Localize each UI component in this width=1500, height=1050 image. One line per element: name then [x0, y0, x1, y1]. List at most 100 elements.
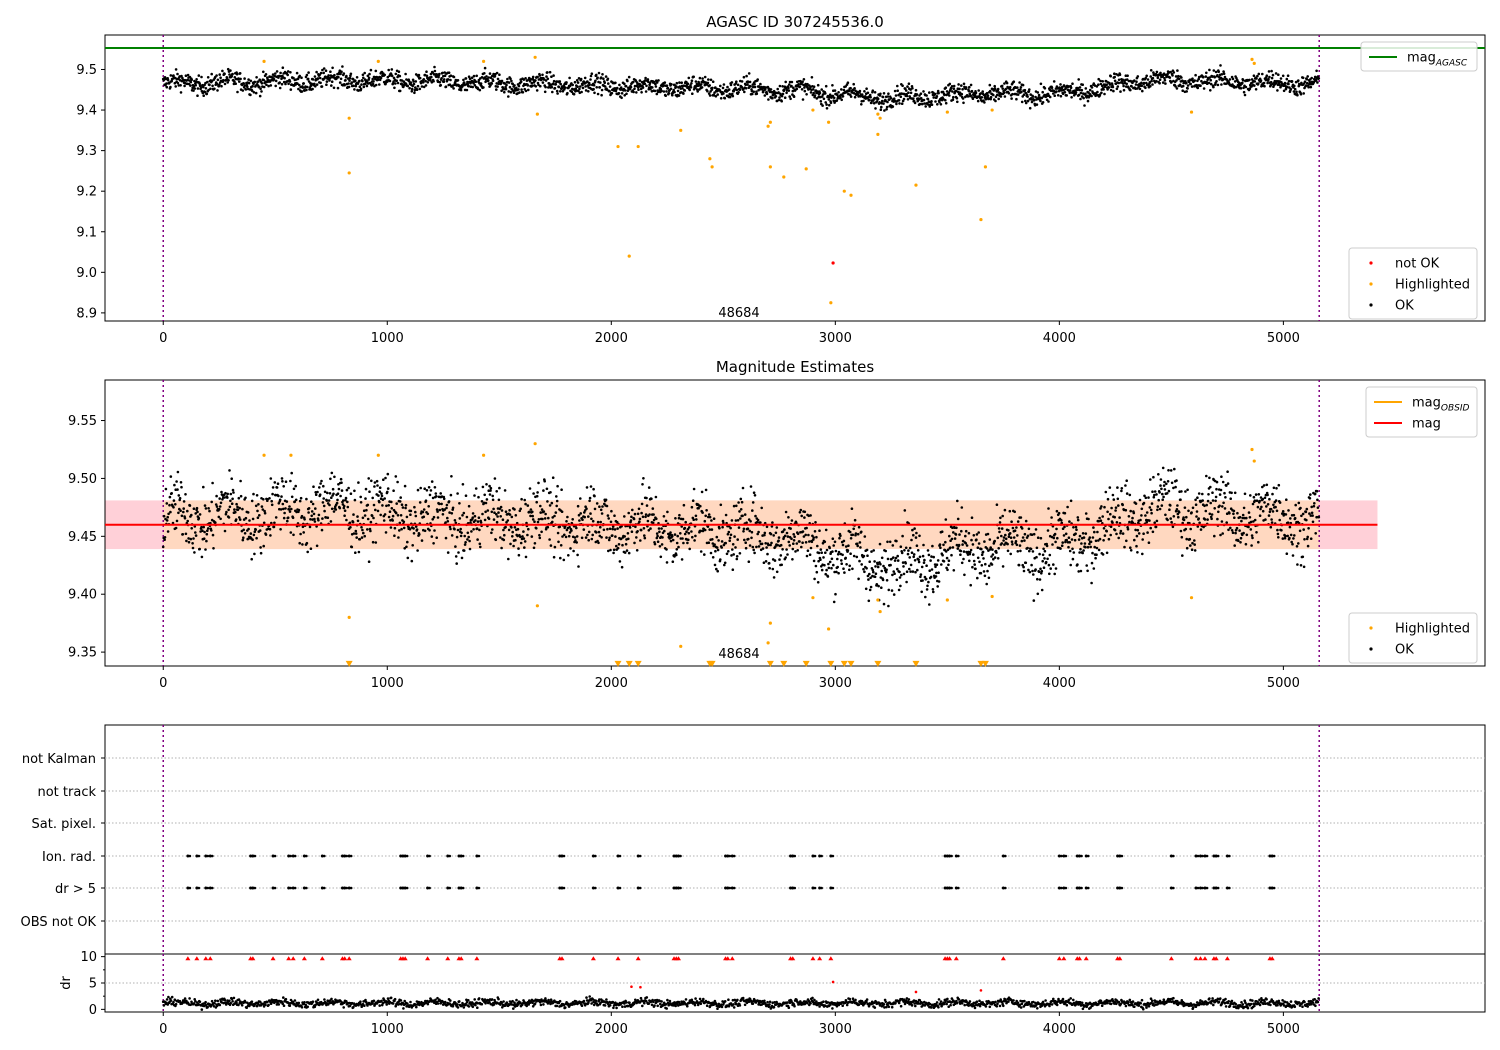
data-point — [784, 510, 788, 514]
data-point — [226, 67, 230, 71]
data-point — [297, 87, 300, 91]
data-point — [1133, 538, 1136, 542]
data-point — [681, 87, 684, 90]
data-point — [328, 79, 331, 82]
data-point — [831, 261, 835, 265]
data-point — [735, 557, 739, 561]
data-point — [766, 552, 769, 556]
data-point — [921, 579, 924, 582]
data-point — [592, 487, 595, 491]
data-point — [1149, 508, 1153, 512]
data-point — [353, 88, 356, 91]
data-point — [782, 175, 786, 179]
data-point — [973, 563, 976, 566]
data-point — [214, 521, 217, 524]
data-point — [1115, 87, 1119, 91]
data-point — [428, 529, 431, 532]
data-point — [690, 79, 694, 82]
data-point — [412, 527, 415, 530]
data-point — [388, 510, 392, 513]
data-point — [1068, 89, 1072, 92]
data-point — [504, 525, 507, 529]
data-point — [218, 497, 221, 500]
series-not-ok — [831, 261, 835, 265]
data-point — [735, 88, 739, 92]
data-point — [929, 559, 932, 562]
data-point — [1135, 544, 1138, 548]
data-point — [892, 556, 895, 559]
data-point — [792, 95, 796, 98]
data-point — [988, 89, 992, 93]
data-point — [797, 83, 800, 86]
data-point — [173, 483, 176, 487]
data-point — [1263, 84, 1266, 88]
data-point — [875, 583, 879, 586]
data-point — [787, 86, 790, 90]
data-point — [1095, 553, 1098, 556]
data-point — [1125, 539, 1128, 543]
data-point — [169, 510, 172, 514]
data-point — [539, 84, 542, 88]
data-point — [238, 518, 242, 521]
data-point — [763, 531, 767, 535]
data-point — [961, 97, 965, 100]
legend-label: Highlighted — [1395, 278, 1470, 293]
data-point — [720, 546, 723, 549]
data-point — [876, 132, 880, 136]
data-point — [743, 90, 746, 94]
data-point — [1133, 79, 1136, 82]
data-point — [620, 92, 624, 95]
data-point — [1023, 532, 1027, 536]
data-point — [691, 92, 694, 95]
data-point — [834, 592, 837, 596]
data-point — [360, 526, 363, 529]
data-point — [475, 74, 479, 78]
data-point — [1200, 79, 1203, 83]
data-point — [568, 531, 572, 534]
data-point — [508, 85, 512, 89]
data-point — [711, 556, 715, 559]
data-point — [461, 514, 464, 517]
data-point — [936, 89, 940, 93]
data-point — [1097, 77, 1100, 81]
data-point — [1026, 95, 1029, 98]
data-point — [239, 479, 242, 483]
data-point — [1124, 484, 1127, 487]
data-point — [847, 544, 850, 547]
data-point — [683, 532, 687, 536]
data-point — [786, 535, 790, 538]
data-point — [675, 548, 679, 551]
data-point — [215, 82, 219, 86]
data-point — [708, 157, 712, 161]
data-point — [853, 95, 857, 99]
data-point — [228, 505, 232, 509]
legend-box — [1360, 41, 1478, 72]
data-point — [813, 94, 817, 97]
data-point — [307, 507, 311, 510]
data-point — [719, 558, 722, 561]
data-point — [553, 545, 557, 549]
data-point — [548, 504, 552, 507]
data-point — [826, 575, 830, 578]
data-point — [1022, 93, 1026, 96]
data-point — [268, 527, 272, 531]
data-point — [787, 89, 791, 92]
data-point — [771, 567, 775, 571]
data-point — [310, 514, 314, 518]
data-point — [1170, 481, 1174, 485]
data-point — [265, 83, 268, 86]
data-point — [791, 89, 795, 93]
data-point — [1186, 87, 1189, 90]
data-point — [612, 548, 616, 552]
data-point — [695, 518, 698, 521]
data-point — [790, 84, 793, 88]
data-point — [682, 503, 686, 507]
data-point — [299, 496, 303, 500]
data-point — [791, 547, 795, 551]
data-point — [1117, 504, 1120, 507]
data-point — [1222, 70, 1225, 73]
data-point — [1021, 536, 1025, 539]
data-point — [336, 492, 340, 496]
data-point — [926, 584, 929, 588]
data-point — [1128, 520, 1131, 524]
